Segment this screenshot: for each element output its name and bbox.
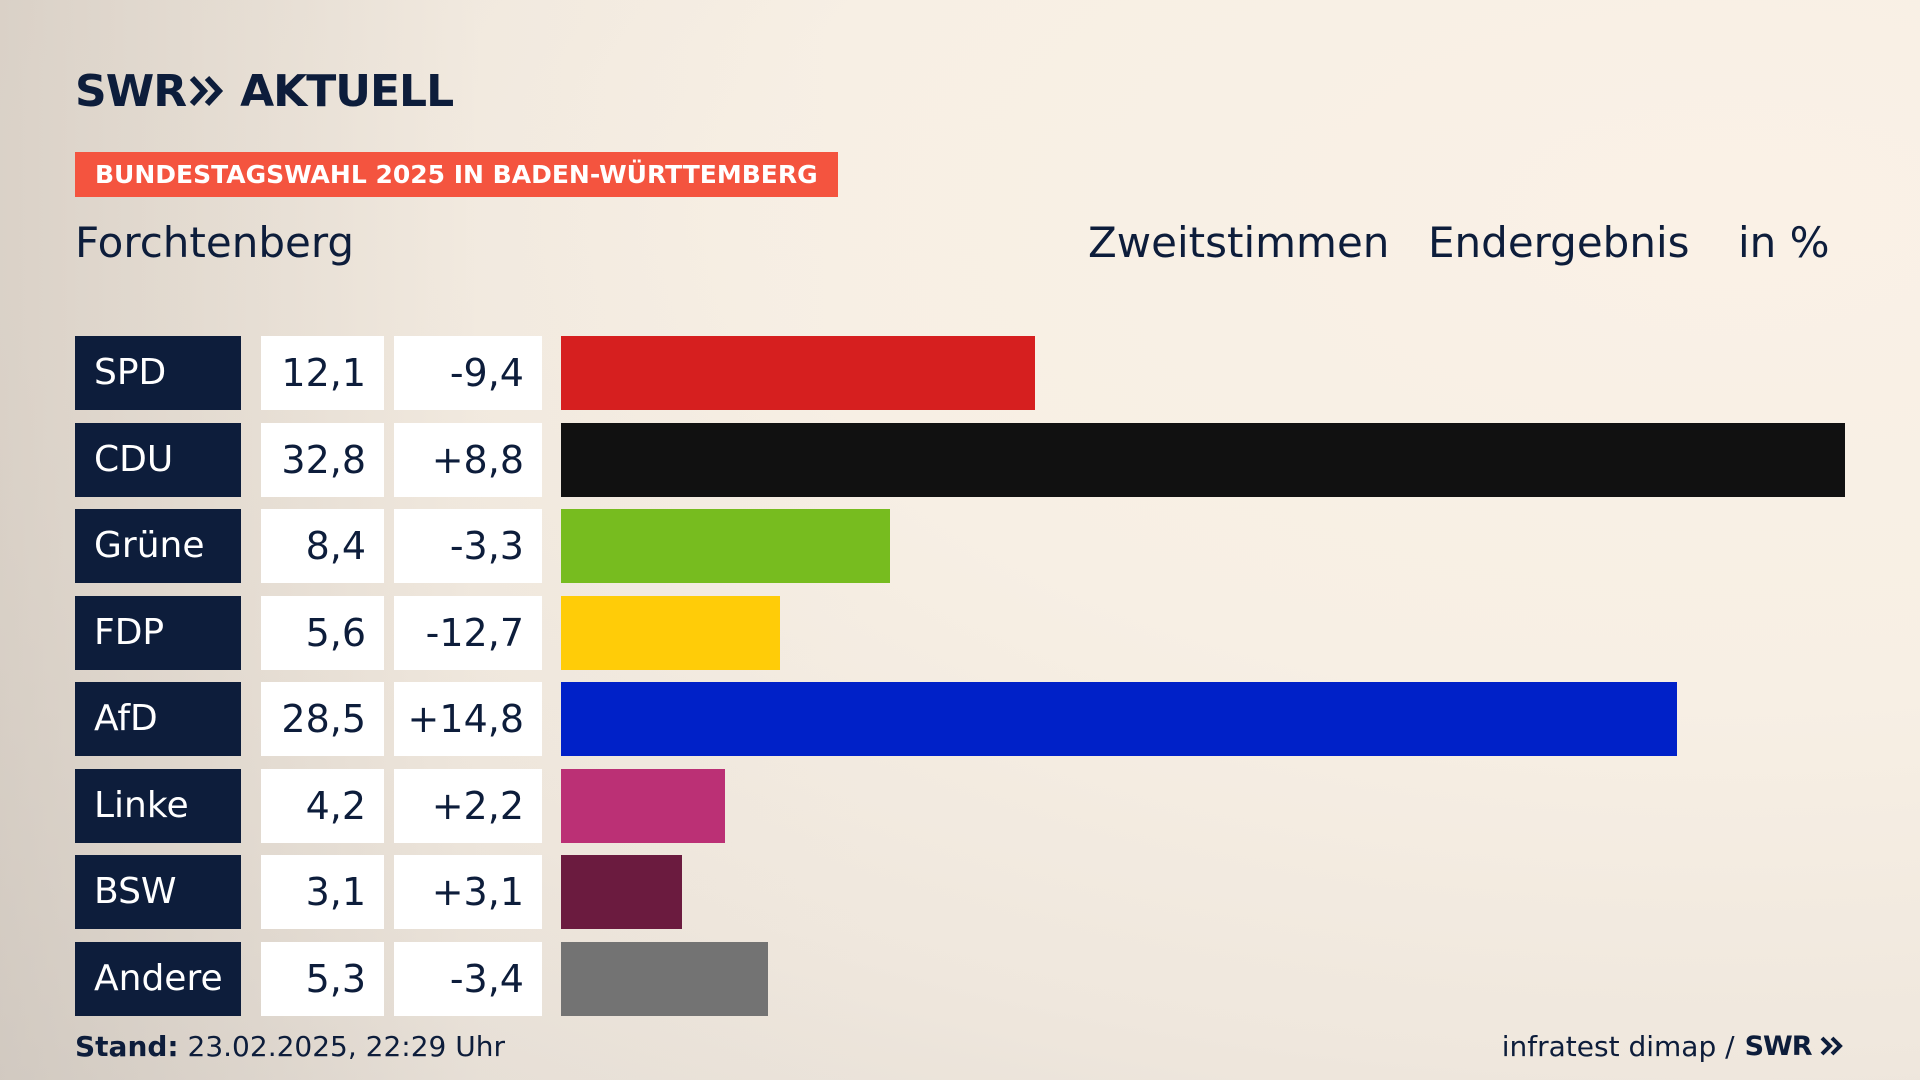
result-bar [561,596,780,670]
vote-change-value: -3,4 [394,942,542,1016]
party-name: AfD [75,682,241,756]
timestamp: Stand: 23.02.2025, 22:29 Uhr [75,1030,505,1063]
result-bar [561,682,1677,756]
logo-swr-text: SWR [75,65,187,117]
vote-share-value: 8,4 [261,509,384,583]
source-credit: infratest dimap / SWR [1502,1030,1844,1063]
vote-share-value: 32,8 [261,423,384,497]
vote-change-value: -3,3 [394,509,542,583]
vote-share-value: 3,1 [261,855,384,929]
swr-small-logo: SWR [1745,1031,1844,1062]
stand-label: Stand: [75,1030,179,1063]
swr-small-text: SWR [1744,1031,1813,1062]
result-bar [561,509,890,583]
vote-change-value: -12,7 [394,596,542,670]
vote-share-value: 4,2 [261,769,384,843]
party-name: Andere [75,942,241,1016]
vote-change-value: +2,2 [394,769,542,843]
result-bar [561,855,682,929]
party-name: BSW [75,855,241,929]
party-name: FDP [75,596,241,670]
vote-change-value: +3,1 [394,855,542,929]
party-name: Grüne [75,509,241,583]
result-type-label: Endergebnis [1428,218,1690,267]
party-name: SPD [75,336,241,410]
result-bar [561,942,768,1016]
source-text: infratest dimap / [1501,1030,1735,1063]
small-double-chevron-icon [1820,1036,1843,1056]
vote-share-value: 5,3 [261,942,384,1016]
election-banner: BUNDESTAGSWAHL 2025 IN BADEN-WÜRTTEMBERG [75,152,838,197]
place-title: Forchtenberg [75,218,355,267]
vote-change-value: -9,4 [394,336,542,410]
stand-value: 23.02.2025, 22:29 Uhr [187,1030,505,1063]
result-bar [561,423,1845,497]
vote-type-label: Zweitstimmen [1088,218,1390,267]
vote-share-value: 5,6 [261,596,384,670]
vote-share-value: 12,1 [261,336,384,410]
swr-aktuell-logo: SWR AKTUELL [75,65,454,117]
unit-label: in % [1738,218,1830,267]
result-bar [561,769,725,843]
vote-change-value: +14,8 [394,682,542,756]
double-chevron-right-icon [189,75,224,107]
vote-change-value: +8,8 [394,423,542,497]
party-name: Linke [75,769,241,843]
vote-share-value: 28,5 [261,682,384,756]
result-bar [561,336,1035,410]
logo-aktuell-text: AKTUELL [240,65,454,117]
party-name: CDU [75,423,241,497]
